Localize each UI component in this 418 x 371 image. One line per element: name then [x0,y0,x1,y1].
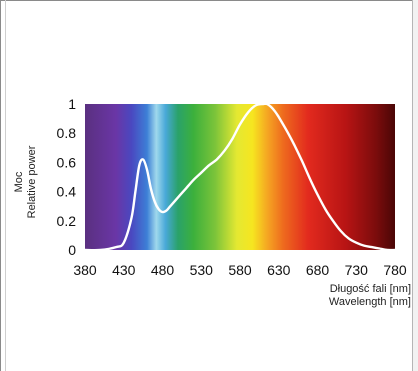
y-tick-label: 1 [68,96,76,112]
x-tick-label: 530 [190,262,214,278]
y-tick-label: 0.2 [57,213,77,229]
x-axis-title-line-2: Wavelength [nm] [329,296,411,308]
x-tick-label: 780 [383,262,407,278]
x-tick-label: 430 [112,262,136,278]
x-tick-label: 730 [345,262,369,278]
x-tick-label: 480 [151,262,175,278]
y-axis-title-line-2: Relative power [26,145,38,218]
y-tick-label: 0.4 [57,184,77,200]
frame-inner-border [5,0,6,371]
y-tick-label: 0.6 [57,154,77,170]
y-axis-title-line-1: Moc [13,171,25,192]
y-tick-label: 0.8 [57,125,77,141]
y-axis-title: Moc Relative power [13,145,38,218]
x-tick-label: 630 [267,262,291,278]
x-axis-ticks: 380 430 480 530 580 630 680 730 780 [73,262,407,278]
x-tick-label: 380 [73,262,97,278]
y-axis-ticks: 0 0.2 0.4 0.6 0.8 1 [57,96,77,258]
x-tick-label: 680 [306,262,330,278]
x-axis-title-line-1: Długość fali [nm] [330,283,411,295]
y-tick-label: 0 [68,242,76,258]
x-tick-label: 580 [228,262,252,278]
relative-power-curve [84,102,396,252]
